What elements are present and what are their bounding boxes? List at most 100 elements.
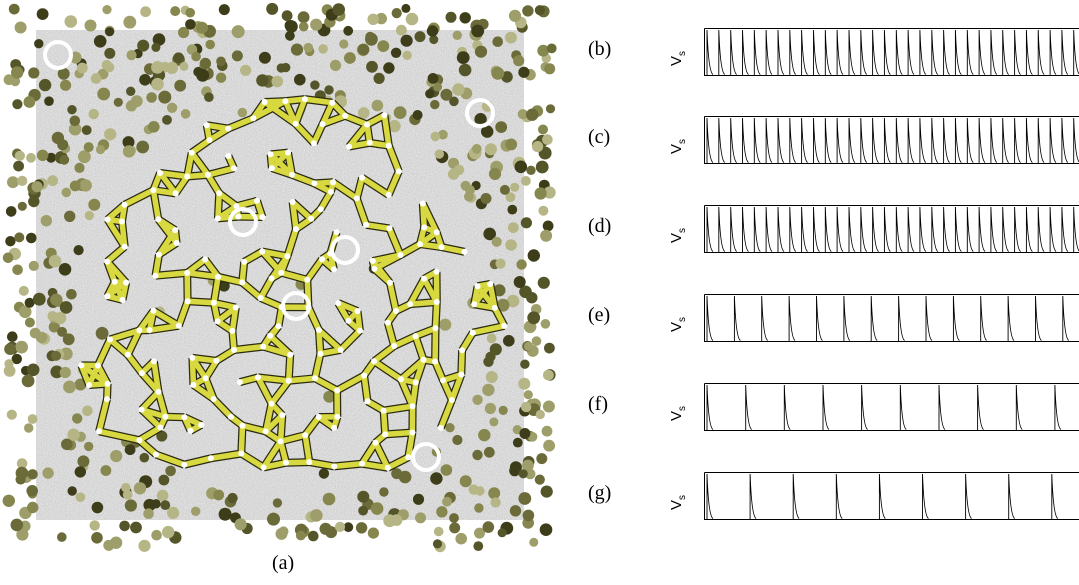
network-junction <box>119 218 125 225</box>
network-junction <box>319 121 326 128</box>
network-junction <box>229 327 236 334</box>
network-edge <box>414 325 437 339</box>
particle-dot <box>130 521 142 534</box>
network-edge <box>261 439 283 469</box>
particle-dot <box>266 2 279 15</box>
particle-dot <box>78 150 91 164</box>
particle-dot <box>483 227 497 241</box>
particle-dot <box>521 176 531 186</box>
voltage-spike <box>765 206 773 252</box>
voltage-spike <box>1061 29 1069 75</box>
network-junction <box>364 121 370 128</box>
trace-panel-label: (d) <box>588 215 612 237</box>
trace-frame <box>704 294 1079 342</box>
particle-dot <box>46 152 57 163</box>
particle-dot <box>459 475 472 488</box>
network-junction <box>287 351 294 358</box>
particle-dot <box>88 198 101 211</box>
trace-ylabel-sub: s <box>677 227 688 233</box>
network-junction <box>301 96 308 103</box>
particle-dot <box>295 530 306 541</box>
network-edge <box>202 257 221 279</box>
network-junction <box>175 322 182 329</box>
particle-dot <box>23 96 36 108</box>
particle-dot <box>205 39 215 50</box>
trace-frame <box>704 205 1079 253</box>
voltage-spike <box>872 206 879 252</box>
voltage-spike <box>907 29 915 75</box>
network-edge <box>413 358 427 384</box>
voltage-spike <box>801 29 808 75</box>
voltage-spike <box>919 29 927 75</box>
particle-dot <box>146 92 157 103</box>
network-junction <box>121 201 128 208</box>
network-junction <box>304 276 311 283</box>
particle-dot <box>231 25 245 39</box>
trace-panel-label: (c) <box>588 126 611 148</box>
network-junction <box>155 216 162 223</box>
particle-dot <box>36 8 49 20</box>
network-edge <box>119 221 128 247</box>
network-junction <box>238 450 245 457</box>
network-edge <box>239 374 259 385</box>
particle-dot <box>537 276 550 289</box>
network-edge <box>303 415 321 437</box>
network-edge <box>155 391 169 418</box>
particle-dot <box>83 142 94 153</box>
particle-dot <box>497 528 507 538</box>
voltage-spike <box>952 295 960 341</box>
particle-dot <box>334 521 346 533</box>
particle-dot <box>281 62 291 73</box>
particle-dot <box>84 441 94 452</box>
network-junction <box>335 300 342 307</box>
network-junction <box>260 343 267 350</box>
network-junction <box>438 244 445 251</box>
voltage-spike <box>706 473 714 519</box>
network-edge <box>203 359 219 380</box>
particle-dot <box>88 108 99 120</box>
trace-ylabel: Vs <box>668 228 688 243</box>
network-junction <box>261 99 268 105</box>
network-junction <box>412 379 419 386</box>
particle-dot <box>518 377 531 390</box>
particle-dot <box>191 51 201 62</box>
voltage-spike <box>813 29 820 75</box>
network-edge <box>239 451 266 470</box>
voltage-spike <box>718 29 726 75</box>
voltage-spike <box>883 206 891 252</box>
network-edge <box>449 373 464 401</box>
particle-dot <box>123 15 137 29</box>
network-edge <box>241 422 267 435</box>
particle-dot <box>119 520 130 532</box>
voltage-spike <box>990 206 998 252</box>
particle-dot <box>489 417 499 427</box>
particle-dot <box>522 459 534 472</box>
particle-dot <box>151 61 164 74</box>
particle-dot <box>196 68 210 82</box>
particle-dot <box>508 9 522 22</box>
particle-dot <box>95 144 106 155</box>
particle-dot <box>61 438 73 451</box>
particle-dot <box>5 206 17 217</box>
network-junction <box>104 258 111 265</box>
trace-panel-label: (e) <box>588 304 611 326</box>
particle-dot <box>126 86 136 97</box>
network-junction <box>331 424 337 431</box>
particle-dot <box>522 5 534 17</box>
network-edge <box>95 364 111 385</box>
network-edge <box>95 338 113 367</box>
network-edge <box>473 301 496 311</box>
particle-dot <box>63 380 76 394</box>
voltage-trace <box>704 472 1079 520</box>
network-edge <box>269 379 291 406</box>
particle-dot <box>137 39 150 52</box>
network-junction <box>153 451 159 458</box>
network-junction <box>315 414 322 420</box>
particle-dot <box>47 175 59 187</box>
network-edge <box>372 266 392 285</box>
network-edge <box>137 425 162 443</box>
voltage-spike <box>922 473 929 519</box>
network-edge <box>137 438 158 457</box>
voltage-spike <box>1061 206 1069 252</box>
network-junction <box>354 308 361 315</box>
